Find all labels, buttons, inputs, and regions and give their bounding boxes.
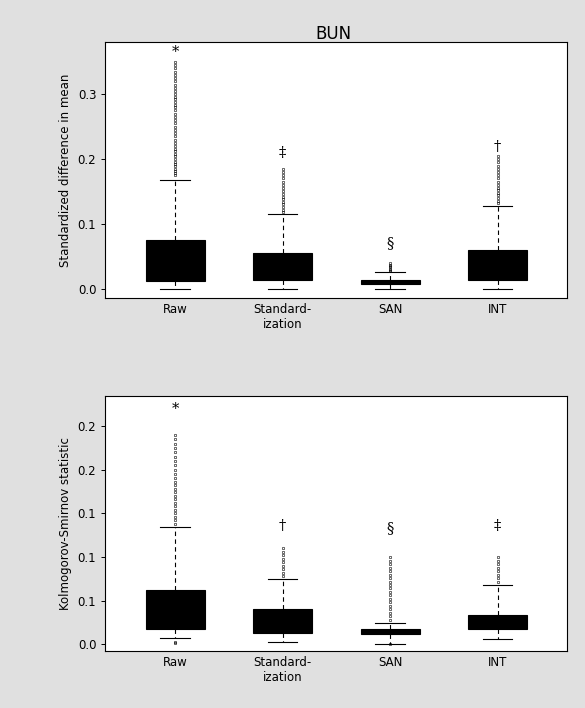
PathPatch shape <box>468 250 527 280</box>
Y-axis label: Standardized difference in mean: Standardized difference in mean <box>59 74 72 267</box>
Text: *: * <box>171 45 179 59</box>
Text: BUN: BUN <box>315 25 352 42</box>
PathPatch shape <box>146 240 205 281</box>
Y-axis label: Kolmogorov-Smirnov statistic: Kolmogorov-Smirnov statistic <box>59 437 72 610</box>
Text: *: * <box>171 401 179 416</box>
Text: †: † <box>279 519 286 532</box>
Text: ‡: ‡ <box>494 519 501 532</box>
Text: §: § <box>387 521 394 535</box>
PathPatch shape <box>253 253 312 280</box>
Text: ‡: ‡ <box>279 147 286 160</box>
PathPatch shape <box>253 610 312 633</box>
PathPatch shape <box>360 280 419 284</box>
Text: §: § <box>387 236 394 250</box>
PathPatch shape <box>146 590 205 629</box>
PathPatch shape <box>360 629 419 634</box>
PathPatch shape <box>468 615 527 629</box>
Text: †: † <box>494 140 501 154</box>
